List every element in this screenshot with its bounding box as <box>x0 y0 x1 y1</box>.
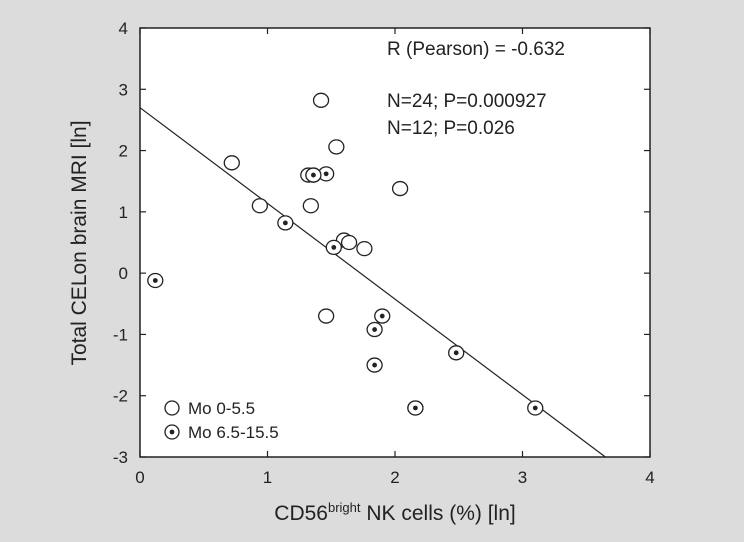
y-tick-label: -2 <box>113 387 128 406</box>
legend-marker-dot <box>169 429 175 435</box>
x-tick-label: 0 <box>135 468 144 487</box>
data-point-dot <box>372 327 377 332</box>
x-tick-label: 4 <box>645 468 654 487</box>
pearson-annotation: R (Pearson) = -0.632 <box>387 39 565 60</box>
data-point <box>356 240 373 257</box>
legend-marker-open <box>164 400 180 416</box>
data-point-dot <box>311 172 316 178</box>
axis-ticks: 0 1 2 3 4 4 3 2 1 0 -1 -2 -3 <box>113 19 655 487</box>
x-tick-label: 1 <box>263 468 272 487</box>
regression-line <box>139 107 606 458</box>
data-point-dot <box>372 362 377 368</box>
data-point <box>391 180 409 197</box>
data-point <box>302 198 320 214</box>
data-point <box>251 198 269 214</box>
data-points <box>147 92 544 416</box>
plot-area <box>139 27 651 458</box>
y-tick-label: -3 <box>113 448 128 467</box>
y-tick-label: 2 <box>119 142 128 161</box>
data-point-dot <box>152 278 158 283</box>
x-tick-label: 3 <box>518 468 527 487</box>
legend-label-1: Mo 6.5-15.5 <box>188 423 279 442</box>
y-tick-label: 3 <box>119 80 128 99</box>
data-point <box>340 234 358 251</box>
data-point-dot <box>331 245 337 250</box>
stats-annotation-2: N=12; P=0.026 <box>387 118 515 139</box>
data-point-dot <box>379 313 385 319</box>
x-axis-label: CD56bright NK cells (%) [ln] <box>274 500 515 525</box>
legend-label-0: Mo 0-5.5 <box>188 399 255 418</box>
y-tick-label: 1 <box>119 203 128 222</box>
x-tick-label: 2 <box>390 468 399 487</box>
stats-annotation-1: N=24; P=0.000927 <box>387 91 547 112</box>
data-point <box>328 139 345 155</box>
y-tick-label: -1 <box>113 325 128 344</box>
data-point <box>223 155 240 171</box>
data-point <box>317 308 335 324</box>
data-point-dot <box>323 171 329 177</box>
data-point-dot <box>532 405 538 411</box>
y-tick-label: 0 <box>119 264 128 283</box>
legend: Mo 0-5.5 Mo 6.5-15.5 <box>164 399 279 442</box>
data-point-dot <box>413 405 418 411</box>
y-axis-label: Total CELon brain MRI [ln] <box>68 120 91 365</box>
data-point <box>312 92 330 108</box>
data-point-dot <box>453 350 459 356</box>
y-tick-label: 4 <box>119 19 128 38</box>
data-point-dot <box>282 220 288 226</box>
